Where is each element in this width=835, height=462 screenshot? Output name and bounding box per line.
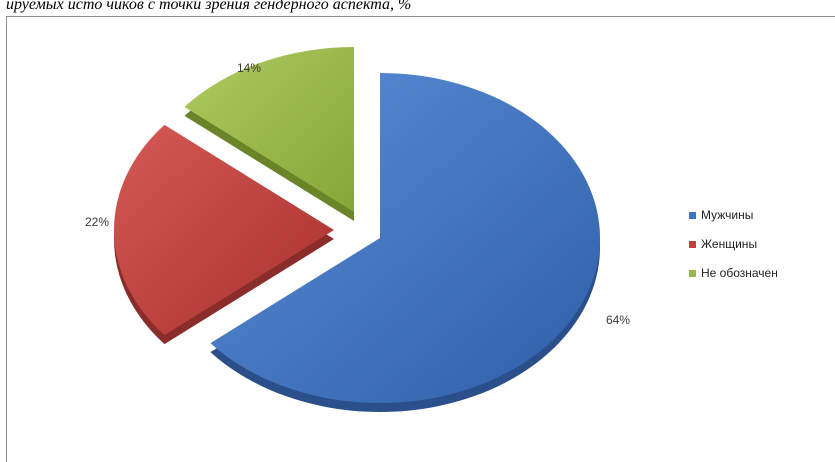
legend-item-unspecified: Не обозначен xyxy=(689,263,778,283)
legend-label-men: Мужчины xyxy=(701,208,754,222)
legend-swatch-men xyxy=(689,211,696,219)
pie-slice-women xyxy=(113,124,334,336)
legend-label-women: Женщины xyxy=(701,237,758,251)
legend-label-unspecified: Не обозначен xyxy=(701,266,778,280)
chart-frame xyxy=(6,16,835,462)
pie-slice-unspecified xyxy=(184,47,354,212)
legend-item-women: Женщины xyxy=(689,234,778,254)
legend-swatch-women xyxy=(689,240,696,248)
pie-slice-men xyxy=(210,73,600,404)
data-label-unspecified: 14% xyxy=(237,61,261,75)
data-label-men: 64% xyxy=(606,313,630,327)
chart-caption: ируемых исто чиков с точки зрения гендер… xyxy=(6,0,412,13)
chart-legend: Мужчины Женщины Не обозначен xyxy=(689,205,778,292)
data-label-women: 22% xyxy=(85,215,109,229)
legend-swatch-unspecified xyxy=(689,269,696,277)
legend-item-men: Мужчины xyxy=(689,205,778,225)
